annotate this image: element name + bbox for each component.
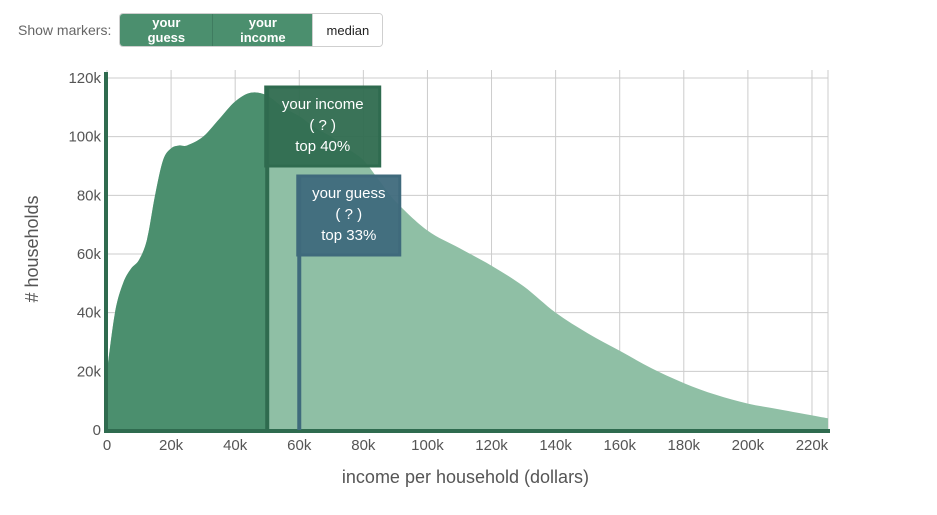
x-tick-label: 200k — [732, 437, 765, 454]
x-tick-label: 100k — [411, 437, 444, 454]
your-income-marker-box — [264, 85, 382, 168]
y-tick-label: 60k — [77, 246, 102, 263]
your-income-marker-rank: top 40% — [295, 138, 350, 155]
x-tick-label: 140k — [539, 437, 572, 454]
x-tick-label: 180k — [668, 437, 701, 454]
y-tick-label: 80k — [77, 187, 102, 204]
distribution-area — [107, 92, 828, 430]
x-tick-label: 40k — [223, 437, 248, 454]
x-tick-label: 160k — [603, 437, 636, 454]
your-income-marker: your income ( ? ) top 40% — [264, 85, 382, 430]
your-guess-marker: your guess ( ? ) top 33% — [296, 174, 402, 430]
your-guess-marker-rank: top 33% — [321, 227, 376, 244]
axes — [104, 72, 830, 433]
x-tick-label: 80k — [351, 437, 376, 454]
your-guess-marker-box — [296, 174, 402, 257]
x-tick-labels: 0 20k 40k 60k 80k 100k 120k 140k 160k 180k 200k 220… — [103, 437, 829, 454]
your-income-marker-value: ( ? ) — [309, 117, 336, 134]
marker-toggle-group: your guess your income median — [119, 13, 384, 47]
x-tick-label: 120k — [475, 437, 508, 454]
your-guess-marker-name: your guess — [312, 185, 385, 202]
your-guess-marker-value: ( ? ) — [335, 206, 362, 223]
y-tick-label: 100k — [68, 129, 101, 146]
x-tick-label: 20k — [159, 437, 184, 454]
x-tick-label: 60k — [287, 437, 312, 454]
x-tick-label: 0 — [103, 437, 111, 454]
y-tick-label: 20k — [77, 363, 102, 380]
distribution-area-shaded — [107, 92, 268, 430]
x-axis-title: income per household (dollars) — [342, 467, 589, 487]
x-tick-label: 220k — [796, 437, 829, 454]
y-axis-title: # households — [22, 195, 42, 302]
your-income-marker-name: your income — [282, 96, 364, 113]
y-tick-label: 40k — [77, 305, 102, 322]
median-toggle[interactable]: median — [312, 14, 383, 46]
markers: your income ( ? ) top 40% your guess ( ? ) to… — [264, 85, 402, 430]
y-tick-label: 0 — [93, 422, 101, 439]
y-tick-labels: 0 20k 40k 60k 80k 100k 120k — [68, 70, 101, 439]
your-guess-toggle[interactable]: your guess — [120, 14, 213, 46]
marker-toolbar: Show markers: your guess your income med… — [18, 13, 384, 47]
show-markers-label: Show markers: — [18, 22, 112, 38]
y-tick-label: 120k — [68, 70, 101, 87]
your-income-toggle[interactable]: your income — [212, 14, 313, 46]
